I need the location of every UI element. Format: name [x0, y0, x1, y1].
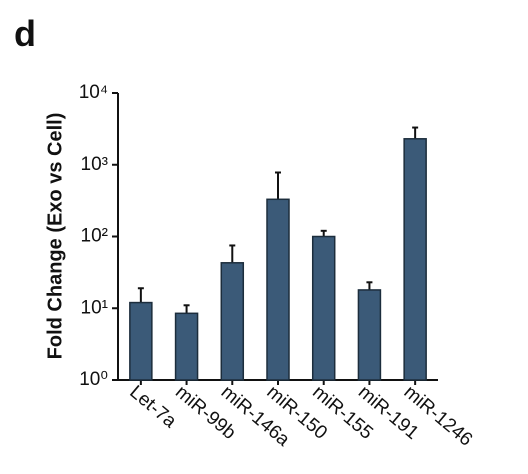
y-tick-label: 10²	[81, 226, 108, 247]
y-axis-title: Fold Change (Exo vs Cell)	[44, 113, 66, 360]
bar	[357, 289, 382, 381]
bar	[129, 301, 153, 381]
bar	[403, 138, 427, 381]
panel-label: d	[14, 13, 36, 54]
bar	[311, 235, 336, 381]
y-tick-label: 10⁴	[79, 82, 108, 103]
bar	[220, 262, 245, 381]
y-tick-label: 10³	[81, 154, 108, 175]
y-tick-label: 10⁰	[79, 369, 108, 390]
bar	[266, 198, 290, 381]
y-tick-label: 10¹	[81, 297, 108, 318]
bar	[174, 312, 199, 381]
x-tick-label: Let-7a	[125, 382, 180, 433]
